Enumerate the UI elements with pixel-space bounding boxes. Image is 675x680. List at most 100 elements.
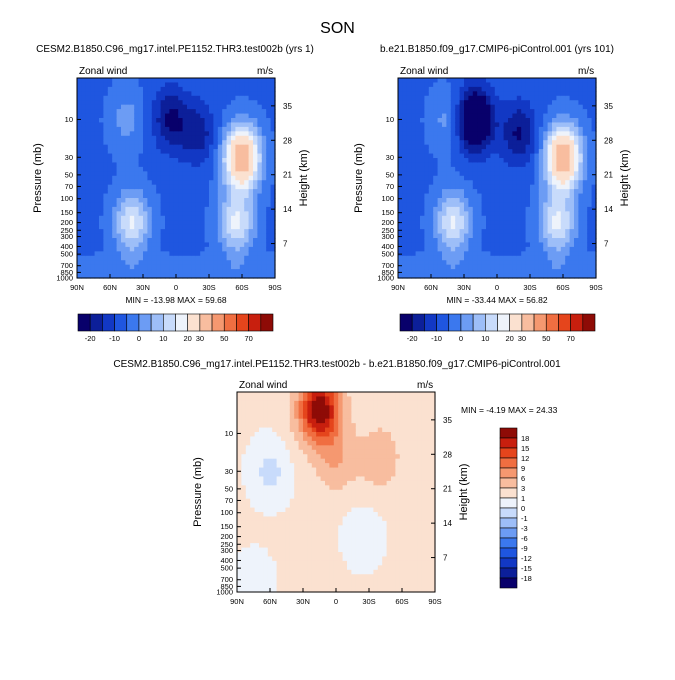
field-cell — [218, 96, 223, 101]
field-cell — [200, 167, 205, 172]
field-cell — [504, 158, 509, 163]
field-cell — [130, 167, 135, 172]
field-cell — [438, 247, 443, 252]
field-cell — [482, 87, 487, 92]
field-cell — [183, 229, 188, 234]
field-cell — [556, 154, 561, 159]
colorbar-box — [236, 314, 248, 331]
field-cell — [521, 131, 526, 136]
field-cell — [95, 78, 100, 83]
field-cell — [241, 508, 246, 513]
field-cell — [464, 105, 469, 110]
field-cell — [134, 180, 139, 185]
field-cell — [130, 78, 135, 83]
field-cell — [200, 180, 205, 185]
field-cell — [499, 180, 504, 185]
field-cell — [455, 171, 460, 176]
field-cell — [246, 463, 251, 468]
field-cell — [268, 459, 273, 464]
field-cell — [307, 481, 312, 486]
field-cell — [143, 109, 148, 114]
field-cell — [460, 247, 465, 252]
field-cell — [231, 145, 236, 150]
field-cell — [464, 167, 469, 172]
field-cell — [200, 220, 205, 225]
field-cell — [213, 96, 218, 101]
field-cell — [187, 202, 192, 207]
field-cell — [209, 118, 214, 123]
field-cell — [486, 185, 491, 190]
field-cell — [411, 211, 416, 216]
field-cell — [152, 202, 157, 207]
field-cell — [139, 229, 144, 234]
field-cell — [402, 229, 407, 234]
field-cell — [587, 78, 592, 83]
field-cell — [250, 570, 255, 575]
right-tick-label: 14 — [604, 205, 613, 214]
field-cell — [290, 414, 295, 419]
field-cell — [268, 556, 273, 561]
field-cell — [473, 158, 478, 163]
field-cell — [455, 242, 460, 247]
field-cell — [281, 503, 286, 508]
field-cell — [495, 251, 500, 256]
field-cell — [521, 171, 526, 176]
field-cell — [249, 122, 254, 127]
field-cell — [152, 207, 157, 212]
field-cell — [477, 162, 482, 167]
field-cell — [402, 114, 407, 119]
field-cell — [526, 180, 531, 185]
field-cell — [277, 423, 282, 428]
field-cell — [411, 256, 416, 261]
field-cell — [446, 247, 451, 252]
field-cell — [121, 234, 126, 239]
field-cell — [477, 114, 482, 119]
field-cell — [130, 247, 135, 252]
field-cell — [294, 574, 299, 579]
field-cell — [495, 105, 500, 110]
field-cell — [77, 185, 82, 190]
field-cell — [218, 136, 223, 141]
field-cell — [235, 122, 240, 127]
field-cell — [442, 211, 447, 216]
field-cell — [446, 158, 451, 163]
field-cell — [187, 229, 192, 234]
field-cell — [227, 122, 232, 127]
field-cell — [200, 127, 205, 132]
field-cell — [253, 238, 258, 243]
field-cell — [574, 185, 579, 190]
field-cell — [482, 251, 487, 256]
field-cell — [241, 450, 246, 455]
field-cell — [218, 118, 223, 123]
field-cell — [218, 171, 223, 176]
field-cell — [235, 211, 240, 216]
field-cell — [250, 565, 255, 570]
field-cell — [526, 122, 531, 127]
field-cell — [490, 118, 495, 123]
field-cell — [134, 105, 139, 110]
field-cell — [548, 78, 553, 83]
field-cell — [561, 167, 566, 172]
field-cell — [237, 490, 242, 495]
field-cell — [429, 176, 434, 181]
field-cell — [209, 78, 214, 83]
field-cell — [244, 122, 249, 127]
field-cell — [178, 211, 183, 216]
field-cell — [512, 78, 517, 83]
field-cell — [196, 185, 201, 190]
field-cell — [99, 189, 104, 194]
field-cell — [86, 162, 91, 167]
field-cell — [281, 445, 286, 450]
field-cell — [263, 401, 268, 406]
field-cell — [244, 176, 249, 181]
field-cell — [281, 392, 286, 397]
field-cell — [161, 247, 166, 252]
field-cell — [411, 122, 416, 127]
field-cell — [169, 78, 174, 83]
field-cell — [464, 131, 469, 136]
field-cell — [240, 211, 245, 216]
field-cell — [117, 122, 122, 127]
field-cell — [266, 256, 271, 261]
field-cell — [583, 87, 588, 92]
field-cell — [263, 579, 268, 584]
